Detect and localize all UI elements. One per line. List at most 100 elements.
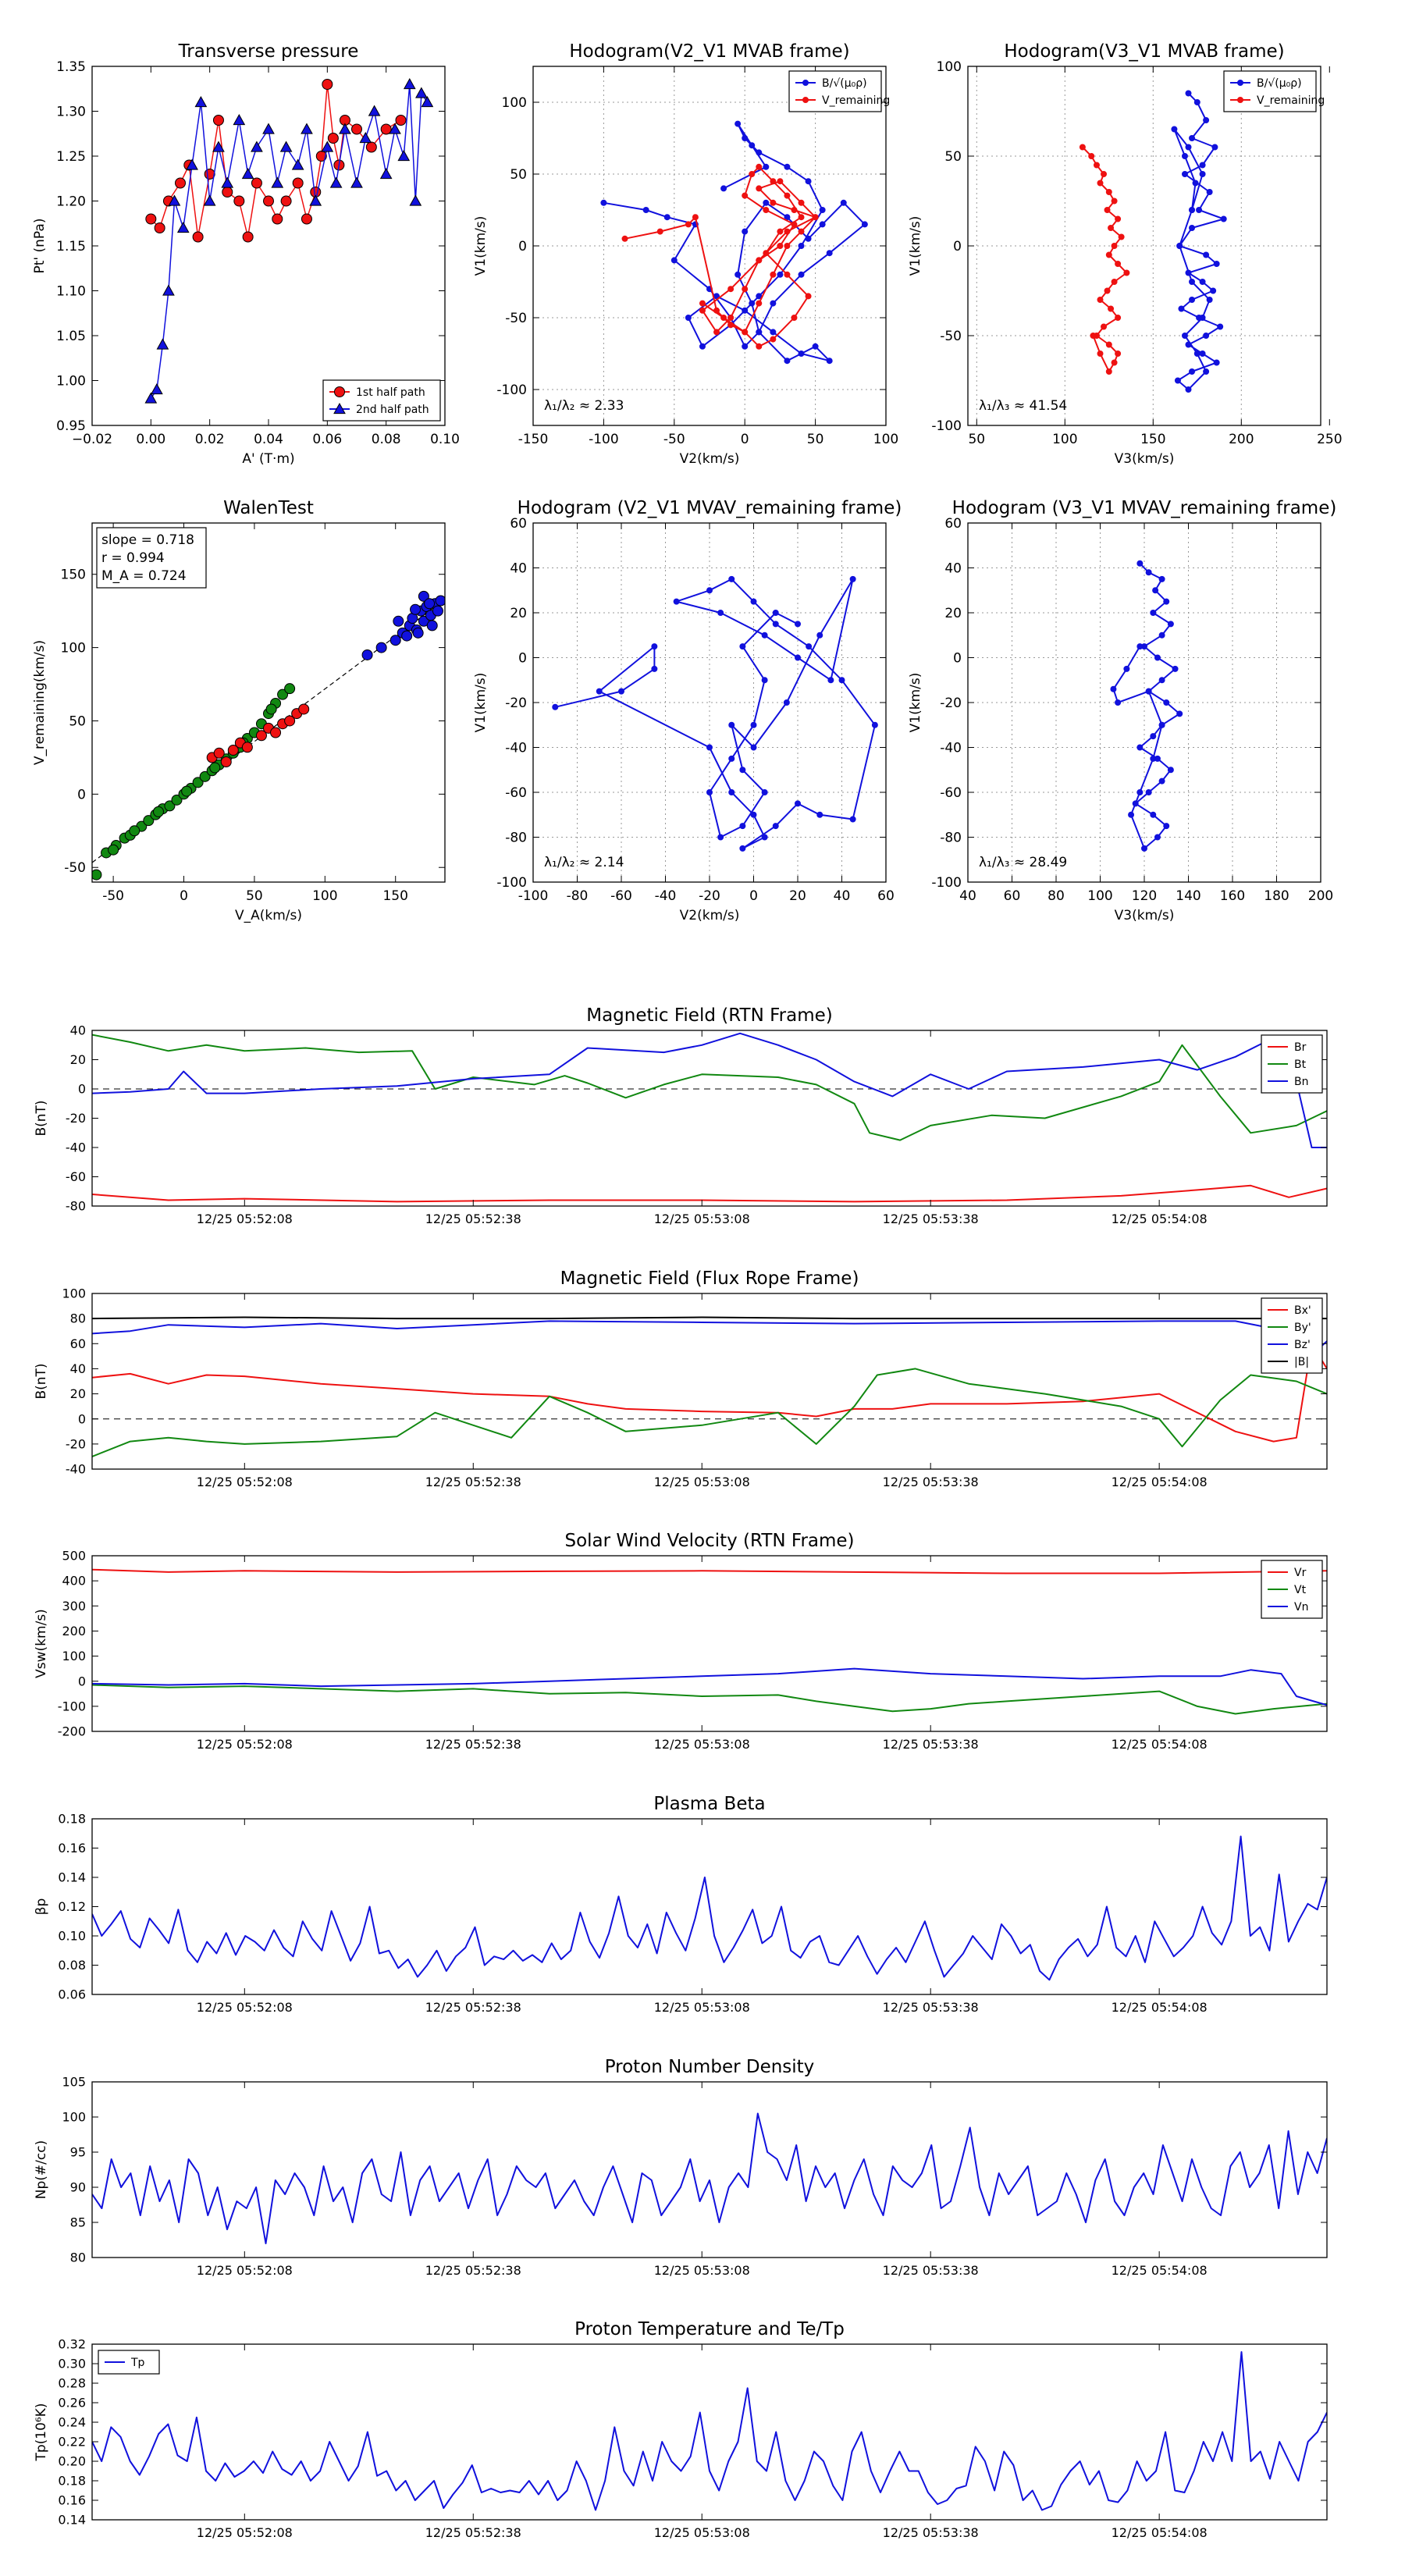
x-tick-label: 12/25 05:52:08 — [197, 2000, 293, 2015]
data-point — [1093, 162, 1100, 169]
data-point — [271, 176, 284, 188]
x-tick-label: 12/25 05:54:08 — [1112, 1212, 1208, 1226]
series-line-V_remaining — [1082, 146, 1128, 372]
data-point — [315, 151, 327, 162]
chart-vsw: 12/25 05:52:08 12/25 05:52:38 12/25 05:53:… — [34, 1531, 1328, 1752]
data-point — [1185, 341, 1192, 348]
y-tick-label: 1.15 — [56, 239, 86, 254]
y-tick-label: 0.22 — [58, 2435, 86, 2450]
data-point — [192, 777, 204, 788]
data-point — [361, 649, 373, 660]
data-point — [409, 194, 422, 206]
data-point — [717, 610, 724, 616]
x-tick-label: 0.08 — [372, 432, 401, 447]
series-line-Tp — [92, 2351, 1327, 2511]
legend-box — [788, 70, 882, 112]
data-point — [272, 213, 283, 225]
data-point — [1088, 153, 1095, 159]
data-point — [772, 621, 779, 628]
data-point — [777, 271, 784, 278]
x-tick-label: 12/25 05:52:08 — [197, 2263, 293, 2278]
x-tick-label: 12/25 05:54:08 — [1112, 2000, 1208, 2015]
x-tick-label: 160 — [1220, 888, 1245, 904]
x-tick-label: 140 — [1176, 888, 1200, 904]
data-point — [222, 187, 233, 197]
x-axis-label: V3(km/s) — [1115, 908, 1175, 923]
x-tick-label: 12/25 05:53:38 — [883, 1475, 979, 1489]
data-point — [849, 575, 856, 582]
y-tick-label: -80 — [66, 1199, 86, 1214]
data-point — [412, 627, 424, 639]
x-tick-label: −0.02 — [72, 432, 112, 447]
data-point — [621, 235, 628, 242]
y-tick-label: 0 — [518, 650, 527, 666]
data-point — [826, 250, 833, 257]
data-point — [777, 178, 784, 185]
x-tick-label: 12/25 05:54:08 — [1112, 1475, 1208, 1489]
data-point — [1128, 811, 1135, 818]
data-point — [805, 235, 812, 242]
data-point — [728, 755, 735, 762]
legend-label: Br — [1294, 1041, 1307, 1054]
chart-hodo1: -150 -100 -50 0 50 100 -100 -50 0 50 100 Hodogram(V… — [473, 41, 898, 467]
x-tick-label: 12/25 05:52:08 — [197, 1737, 293, 1752]
data-point — [194, 95, 208, 108]
data-point — [749, 142, 756, 149]
data-point — [739, 845, 746, 852]
data-point — [359, 131, 372, 144]
y-tick-label: 40 — [510, 560, 527, 576]
data-point — [284, 715, 296, 727]
chart-walen: -50 0 50 100 150 -50 0 50 100 150 WalenTest V_A(km/… — [32, 498, 446, 923]
data-point — [1097, 297, 1104, 303]
y-axis-label: V1(km/s) — [908, 673, 923, 733]
x-tick-label: 12/25 05:53:38 — [883, 1212, 979, 1226]
data-point — [380, 123, 392, 135]
data-point — [368, 105, 381, 116]
legend-swatch-marker — [1237, 97, 1243, 103]
data-point — [791, 315, 798, 321]
data-point — [763, 199, 770, 206]
y-tick-label: 50 — [510, 167, 527, 183]
data-point — [291, 158, 304, 170]
series-line-Bx' — [92, 1343, 1327, 1443]
y-tick-label: -60 — [940, 785, 962, 801]
data-point — [168, 194, 181, 206]
data-point — [739, 823, 746, 830]
data-point — [756, 163, 763, 170]
data-point — [1158, 721, 1165, 728]
chart-title: Magnetic Field (Flux Rope Frame) — [560, 1268, 859, 1289]
data-point — [1174, 377, 1181, 384]
data-point — [1158, 677, 1165, 684]
data-point — [1193, 350, 1200, 357]
data-point — [1158, 632, 1165, 639]
y-tick-label: -40 — [66, 1140, 86, 1155]
data-point — [795, 800, 801, 807]
data-point — [1192, 180, 1199, 187]
y-tick-label: 20 — [70, 1052, 86, 1067]
data-point — [1090, 333, 1097, 339]
data-point — [233, 113, 246, 126]
data-point — [181, 785, 193, 797]
data-point — [1101, 171, 1108, 177]
x-tick-label: 12/25 05:52:38 — [425, 2525, 521, 2540]
data-point — [1105, 341, 1112, 348]
x-tick-label: 12/25 05:52:08 — [197, 1475, 293, 1489]
data-point — [152, 806, 164, 817]
y-tick-label: 100 — [502, 95, 527, 111]
x-tick-label: 250 — [1317, 432, 1342, 447]
data-point — [861, 221, 868, 228]
chart-title: Hodogram (V3_V1 MVAV_remaining frame) — [952, 498, 1337, 518]
data-point — [432, 605, 443, 617]
data-point — [175, 177, 186, 189]
y-tick-label: 0.14 — [58, 2513, 86, 2528]
data-point — [798, 199, 805, 206]
y-tick-label: 0.14 — [58, 1870, 86, 1885]
data-point — [642, 207, 649, 213]
data-point — [706, 789, 713, 795]
data-point — [784, 243, 791, 249]
data-point — [1123, 665, 1130, 672]
data-point — [262, 123, 275, 134]
y-tick-label: 0 — [953, 650, 962, 666]
y-tick-label: 40 — [944, 560, 962, 576]
data-point — [777, 243, 784, 249]
